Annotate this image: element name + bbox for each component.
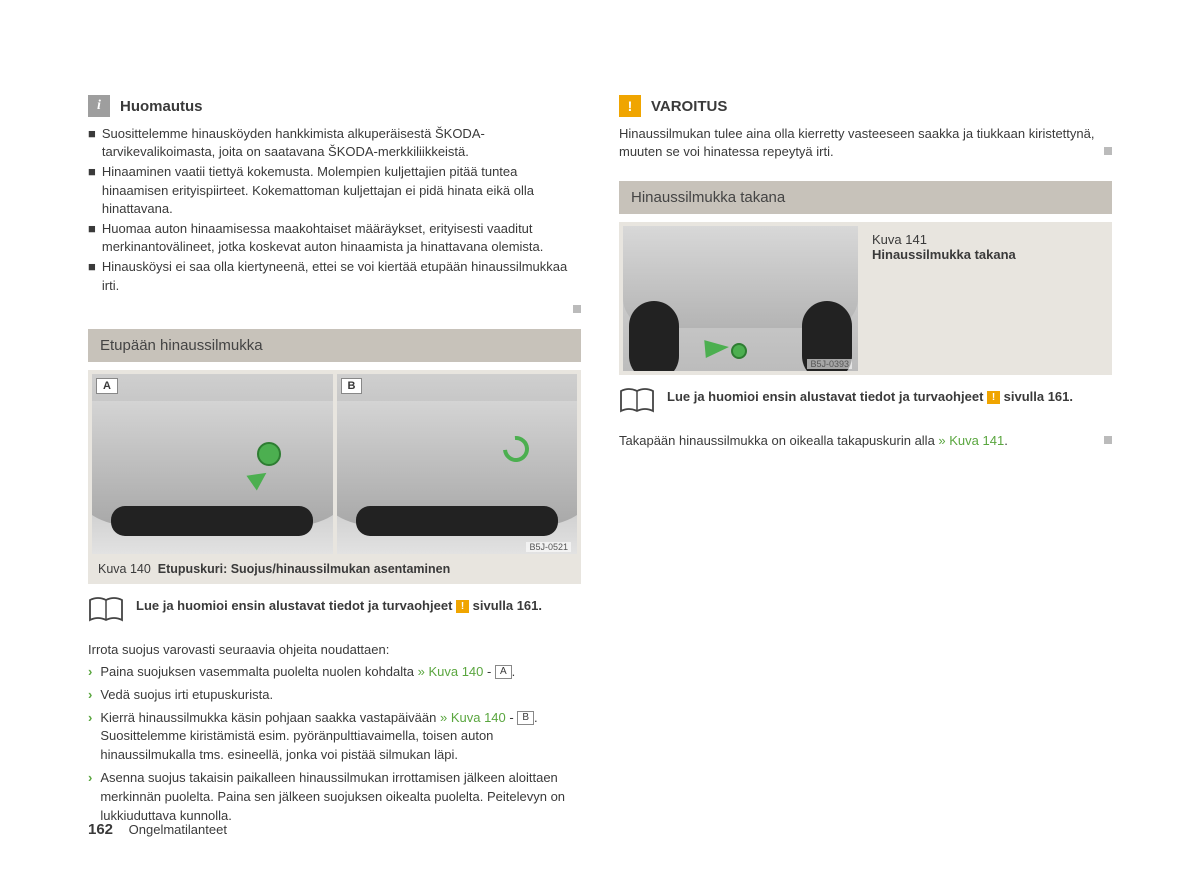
figure-140-panel-a: A	[92, 374, 333, 554]
section-heading-front-eye: Etupään hinaussilmukka	[88, 329, 581, 362]
note-header: i Huomautus	[88, 95, 581, 117]
read-first-box: Lue ja huomioi ensin alustavat tiedot ja…	[88, 596, 581, 627]
warning-title: VAROITUS	[651, 98, 727, 115]
warning-icon: !	[456, 600, 469, 613]
body-text: Takapään hinaussilmukka on oikealla taka…	[619, 432, 1112, 450]
left-column: i Huomautus ■Suosittelemme hinausköyden …	[88, 95, 581, 830]
step-text: Paina suojuksen vasemmalta puolelta nuol…	[100, 663, 515, 682]
read-first-box: Lue ja huomioi ensin alustavat tiedot ja…	[619, 387, 1112, 418]
step-text: Asenna suojus takaisin paikalleen hinaus…	[100, 769, 581, 826]
figure-140: A B B5J-0521 Kuva 140 Etupuskuri: Suojus…	[88, 370, 581, 584]
warning-header: ! VAROITUS	[619, 95, 1112, 117]
bullet-text: Hinausköysi ei saa olla kiertyneenä, ett…	[102, 258, 581, 294]
intro-text: Irrota suojus varovasti seuraavia ohjeit…	[88, 641, 581, 659]
read-first-text: Lue ja huomioi ensin alustavat tiedot ja…	[667, 387, 1073, 407]
chevron-icon: ›	[88, 686, 92, 705]
figure-title: Hinaussilmukka takana	[872, 247, 1016, 262]
list-item: › Kierrä hinaussilmukka käsin pohjaan sa…	[88, 709, 581, 766]
figure-title: Etupuskuri: Suojus/hinaussilmukan asenta…	[158, 562, 450, 576]
section-end-marker	[1104, 436, 1112, 444]
note-bullet: ■Hinausköysi ei saa olla kiertyneenä, et…	[88, 258, 581, 294]
figure-code: B5J-0393	[807, 359, 852, 369]
page-footer: 162 Ongelmatilanteet	[88, 821, 227, 838]
steps-list: › Paina suojuksen vasemmalta puolelta nu…	[88, 663, 581, 826]
note-bullet: ■Suosittelemme hinausköyden hankkimista …	[88, 125, 581, 161]
step-text: Vedä suojus irti etupuskurista.	[100, 686, 273, 705]
list-item: › Vedä suojus irti etupuskurista.	[88, 686, 581, 705]
footer-section: Ongelmatilanteet	[129, 822, 227, 837]
figure-140-panel-b: B B5J-0521	[337, 374, 578, 554]
warning-text: Hinaussilmukan tulee aina olla kierretty…	[619, 125, 1112, 161]
bullet-text: Hinaaminen vaatii tiettyä kokemusta. Mol…	[102, 163, 581, 218]
figure-label-a: A	[96, 378, 118, 394]
figure-reference: » Kuva 140	[440, 710, 506, 725]
right-column: ! VAROITUS Hinaussilmukan tulee aina oll…	[619, 95, 1112, 830]
bullet-text: Suosittelemme hinausköyden hankkimista a…	[102, 125, 581, 161]
bullet-text: Huomaa auton hinaamisessa maakohtaiset m…	[102, 220, 581, 256]
figure-reference: » Kuva 140	[418, 664, 484, 679]
note-bullet: ■Huomaa auton hinaamisessa maakohtaiset …	[88, 220, 581, 256]
list-item: › Paina suojuksen vasemmalta puolelta nu…	[88, 663, 581, 682]
figure-141: B5J-0393 Kuva 141 Hinaussilmukka takana	[619, 222, 1112, 375]
section-end-marker	[573, 305, 581, 313]
read-first-text: Lue ja huomioi ensin alustavat tiedot ja…	[136, 596, 542, 616]
chevron-icon: ›	[88, 663, 92, 682]
step-text: Kierrä hinaussilmukka käsin pohjaan saak…	[100, 709, 581, 766]
page-number: 162	[88, 821, 113, 838]
figure-141-image: B5J-0393	[623, 226, 858, 371]
warning-icon: !	[619, 95, 641, 117]
figure-reference: » Kuva 141	[938, 433, 1004, 448]
chevron-icon: ›	[88, 769, 92, 826]
note-title: Huomautus	[120, 98, 203, 115]
book-icon	[88, 596, 124, 627]
section-heading-rear-eye: Hinaussilmukka takana	[619, 181, 1112, 214]
section-end-marker	[1104, 147, 1112, 155]
book-icon	[619, 387, 655, 418]
warning-icon: !	[987, 391, 1000, 404]
figure-141-caption: Kuva 141 Hinaussilmukka takana	[872, 222, 1026, 375]
page-content: i Huomautus ■Suosittelemme hinausköyden …	[88, 95, 1112, 830]
label-box: A	[495, 665, 512, 679]
info-icon: i	[88, 95, 110, 117]
figure-code: B5J-0521	[526, 542, 571, 552]
figure-number: Kuva 141	[872, 232, 1016, 247]
chevron-icon: ›	[88, 709, 92, 766]
note-bullets: ■Suosittelemme hinausköyden hankkimista …	[88, 125, 581, 295]
figure-number: Kuva 140	[98, 562, 151, 576]
note-bullet: ■Hinaaminen vaatii tiettyä kokemusta. Mo…	[88, 163, 581, 218]
figure-140-caption: Kuva 140 Etupuskuri: Suojus/hinaussilmuk…	[88, 554, 581, 584]
list-item: › Asenna suojus takaisin paikalleen hina…	[88, 769, 581, 826]
figure-label-b: B	[341, 378, 363, 394]
label-box: B	[517, 711, 534, 725]
